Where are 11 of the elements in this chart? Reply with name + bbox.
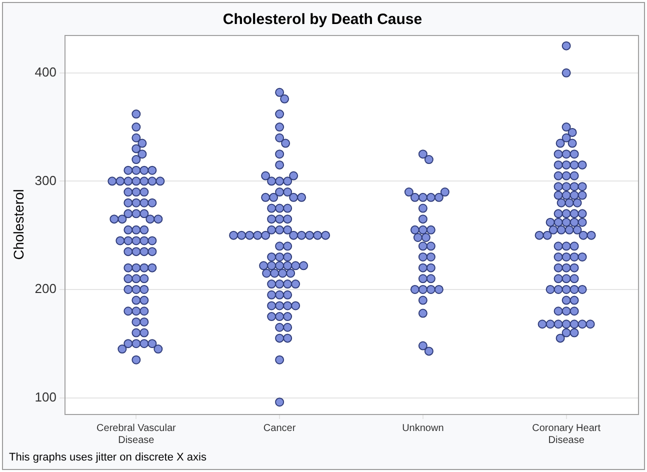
x-tick-label: Cancer: [263, 422, 296, 434]
x-tick-label: Coronary Heart Disease: [532, 422, 601, 446]
y-tick-label: 200: [34, 281, 56, 296]
y-tick-label: 100: [34, 389, 56, 404]
y-tick-label: 300: [34, 172, 56, 188]
text: This graphs uses jitter on discrete X axis: [9, 452, 207, 464]
y-axis-title: Cholesterol: [10, 189, 26, 260]
x-tick-label: Cerebral Vascular Disease: [96, 422, 176, 446]
x-tick-label: Unknown: [402, 422, 444, 434]
y-tick-label: 400: [34, 64, 56, 80]
chart-title: Cholesterol by Death Cause: [222, 11, 422, 28]
